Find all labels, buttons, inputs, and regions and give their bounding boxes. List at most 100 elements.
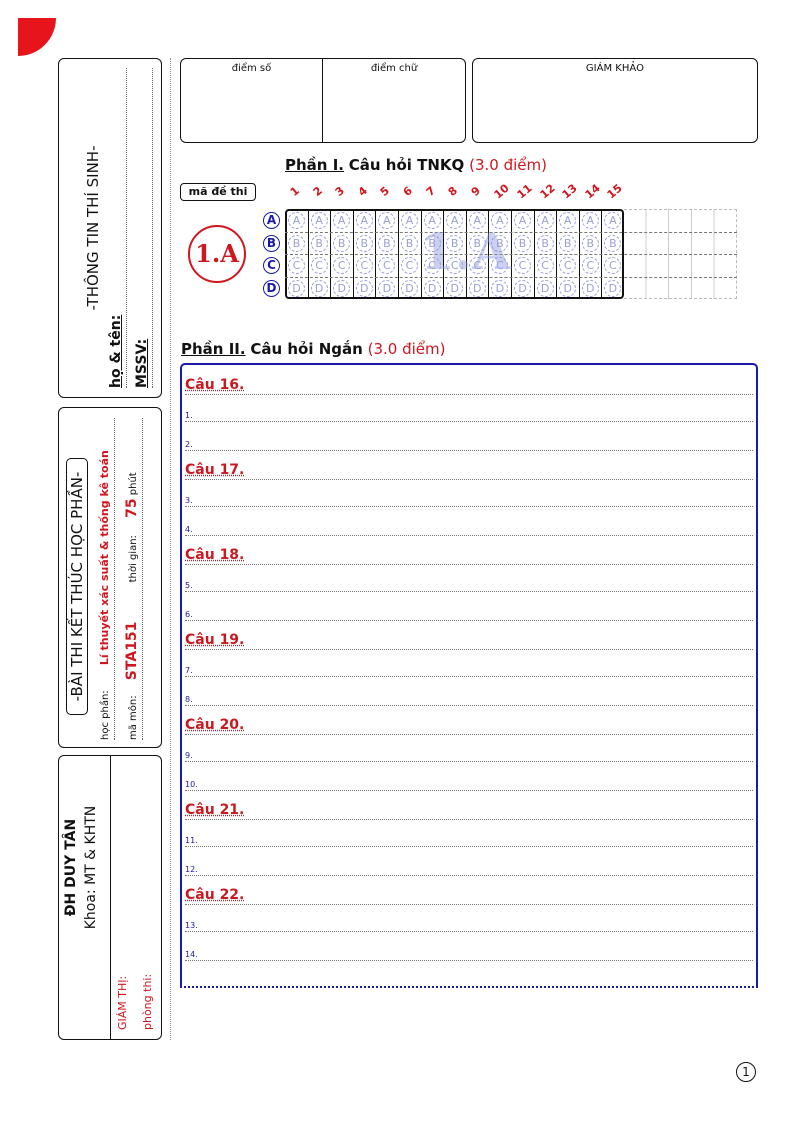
question-label: Câu 19. [185,632,245,648]
answer-bubble-3-D[interactable]: D [333,280,351,297]
answer-line[interactable]: 8. [185,695,753,706]
answer-bubble-8-A[interactable]: A [446,212,464,229]
answer-bubble-8-C[interactable]: C [446,257,464,274]
answer-line[interactable]: 9. [185,751,753,762]
question-row[interactable]: Câu 17. [185,462,753,480]
answer-bubble-14-C[interactable]: C [581,257,599,274]
student-id-label: MSSV: [134,338,150,388]
answer-bubble-2-C[interactable]: C [310,257,328,274]
answer-bubble-5-A[interactable]: A [378,212,396,229]
time-unit: phút [128,472,139,496]
answer-bubble-13-D[interactable]: D [559,280,577,297]
proctor-label: GIÁM THỊ: [116,975,129,1030]
question-number: 7 [423,184,438,199]
answer-bubble-10-B[interactable]: B [491,235,509,252]
answer-bubble-13-B[interactable]: B [559,235,577,252]
answer-bubble-6-B[interactable]: B [401,235,418,252]
part2-heading: Phần II. Câu hỏi Ngắn (3.0 điểm) [181,340,445,358]
question-row[interactable]: Câu 18. [185,547,753,565]
student-id-field[interactable]: MSSV: [134,68,153,388]
answer-bubble-14-B[interactable]: B [581,235,599,252]
question-row[interactable]: Câu 16. [185,377,753,395]
exam-info-box [58,407,162,748]
answer-bubble-7-C[interactable]: C [423,257,441,274]
answer-bubble-15-C[interactable]: C [604,257,622,274]
course-row: học phần: Lí thuyết xác suất & thống kê … [98,418,115,740]
answer-bubble-6-A[interactable]: A [401,212,418,229]
answer-bubble-2-D[interactable]: D [310,280,328,297]
part2-number: Phần II. [181,340,246,358]
answer-bubble-11-D[interactable]: D [514,280,531,297]
answer-line[interactable]: 4. [185,525,753,536]
answer-bubble-7-D[interactable]: D [423,280,441,297]
answer-line[interactable]: 2. [185,440,753,451]
question-number: 6 [400,184,415,199]
answer-line[interactable]: 12. [185,865,753,876]
answer-line[interactable]: 6. [185,610,753,621]
question-row[interactable]: Câu 22. [185,887,753,905]
page-number: 1 [736,1062,756,1082]
answer-bubble-12-D[interactable]: D [536,280,554,297]
answer-line[interactable]: 3. [185,496,753,507]
question-row[interactable]: Câu 20. [185,717,753,735]
answer-bubble-15-A[interactable]: A [604,212,622,229]
answer-bubble-1-A[interactable]: A [288,212,305,229]
course-label: học phần: [100,690,111,740]
question-row[interactable]: Câu 21. [185,802,753,820]
grid-row-line [285,277,737,278]
answer-bubble-4-D[interactable]: D [355,280,373,297]
answer-bubble-5-C[interactable]: C [378,257,396,274]
answer-line[interactable]: 5. [185,581,753,592]
answer-bubble-4-B[interactable]: B [355,235,373,252]
answer-bubble-14-D[interactable]: D [581,280,599,297]
answer-bubble-6-C[interactable]: C [401,257,418,274]
answer-bubble-3-C[interactable]: C [333,257,351,274]
answer-bubble-6-D[interactable]: D [401,280,418,297]
name-field[interactable]: họ & tên: [108,68,127,388]
room-label: phòng thi: [141,973,154,1030]
answer-bubble-1-B[interactable]: B [288,235,305,252]
answer-bubble-3-A[interactable]: A [333,212,351,229]
answer-bubble-4-A[interactable]: A [355,212,373,229]
question-label: Câu 16. [185,377,245,393]
answer-bubble-12-B[interactable]: B [536,235,554,252]
answer-bubble-7-A[interactable]: A [423,212,441,229]
answer-bubble-12-A[interactable]: A [536,212,554,229]
answer-line[interactable]: 14. [185,950,753,961]
answer-bubble-1-C[interactable]: C [288,257,305,274]
answer-line[interactable]: 1. [185,411,753,422]
answer-bubble-9-B[interactable]: B [468,235,486,252]
answer-bubble-10-D[interactable]: D [491,280,509,297]
answer-bubble-8-B[interactable]: B [446,235,464,252]
answer-bubble-3-B[interactable]: B [333,235,351,252]
answer-bubble-1-D[interactable]: D [288,280,305,297]
answer-bubble-9-A[interactable]: A [468,212,486,229]
answer-bubble-8-D[interactable]: D [446,280,464,297]
answer-bubble-15-D[interactable]: D [604,280,622,297]
answer-bubble-5-B[interactable]: B [378,235,396,252]
answer-line[interactable]: 10. [185,780,753,791]
answer-bubble-13-C[interactable]: C [559,257,577,274]
answer-bubble-15-B[interactable]: B [604,235,622,252]
answer-bubble-11-B[interactable]: B [514,235,531,252]
answer-line[interactable]: 11. [185,836,753,847]
answer-bubble-5-D[interactable]: D [378,280,396,297]
examiner-label: GIÁM KHẢO [585,63,645,74]
answer-bubble-2-A[interactable]: A [310,212,328,229]
answer-bubble-7-B[interactable]: B [423,235,441,252]
answer-bubble-11-C[interactable]: C [514,257,531,274]
answer-bubble-4-C[interactable]: C [355,257,373,274]
answer-bubble-11-A[interactable]: A [514,212,531,229]
answer-bubble-9-D[interactable]: D [468,280,486,297]
answer-line[interactable]: 13. [185,921,753,932]
answer-bubble-14-A[interactable]: A [581,212,599,229]
answer-bubble-10-C[interactable]: C [491,257,509,274]
answer-bubble-10-A[interactable]: A [491,212,509,229]
answer-bubble-13-A[interactable]: A [559,212,577,229]
watermark: 1.A [420,222,511,281]
answer-bubble-12-C[interactable]: C [536,257,554,274]
question-row[interactable]: Câu 19. [185,632,753,650]
answer-bubble-9-C[interactable]: C [468,257,486,274]
answer-line[interactable]: 7. [185,666,753,677]
answer-bubble-2-B[interactable]: B [310,235,328,252]
